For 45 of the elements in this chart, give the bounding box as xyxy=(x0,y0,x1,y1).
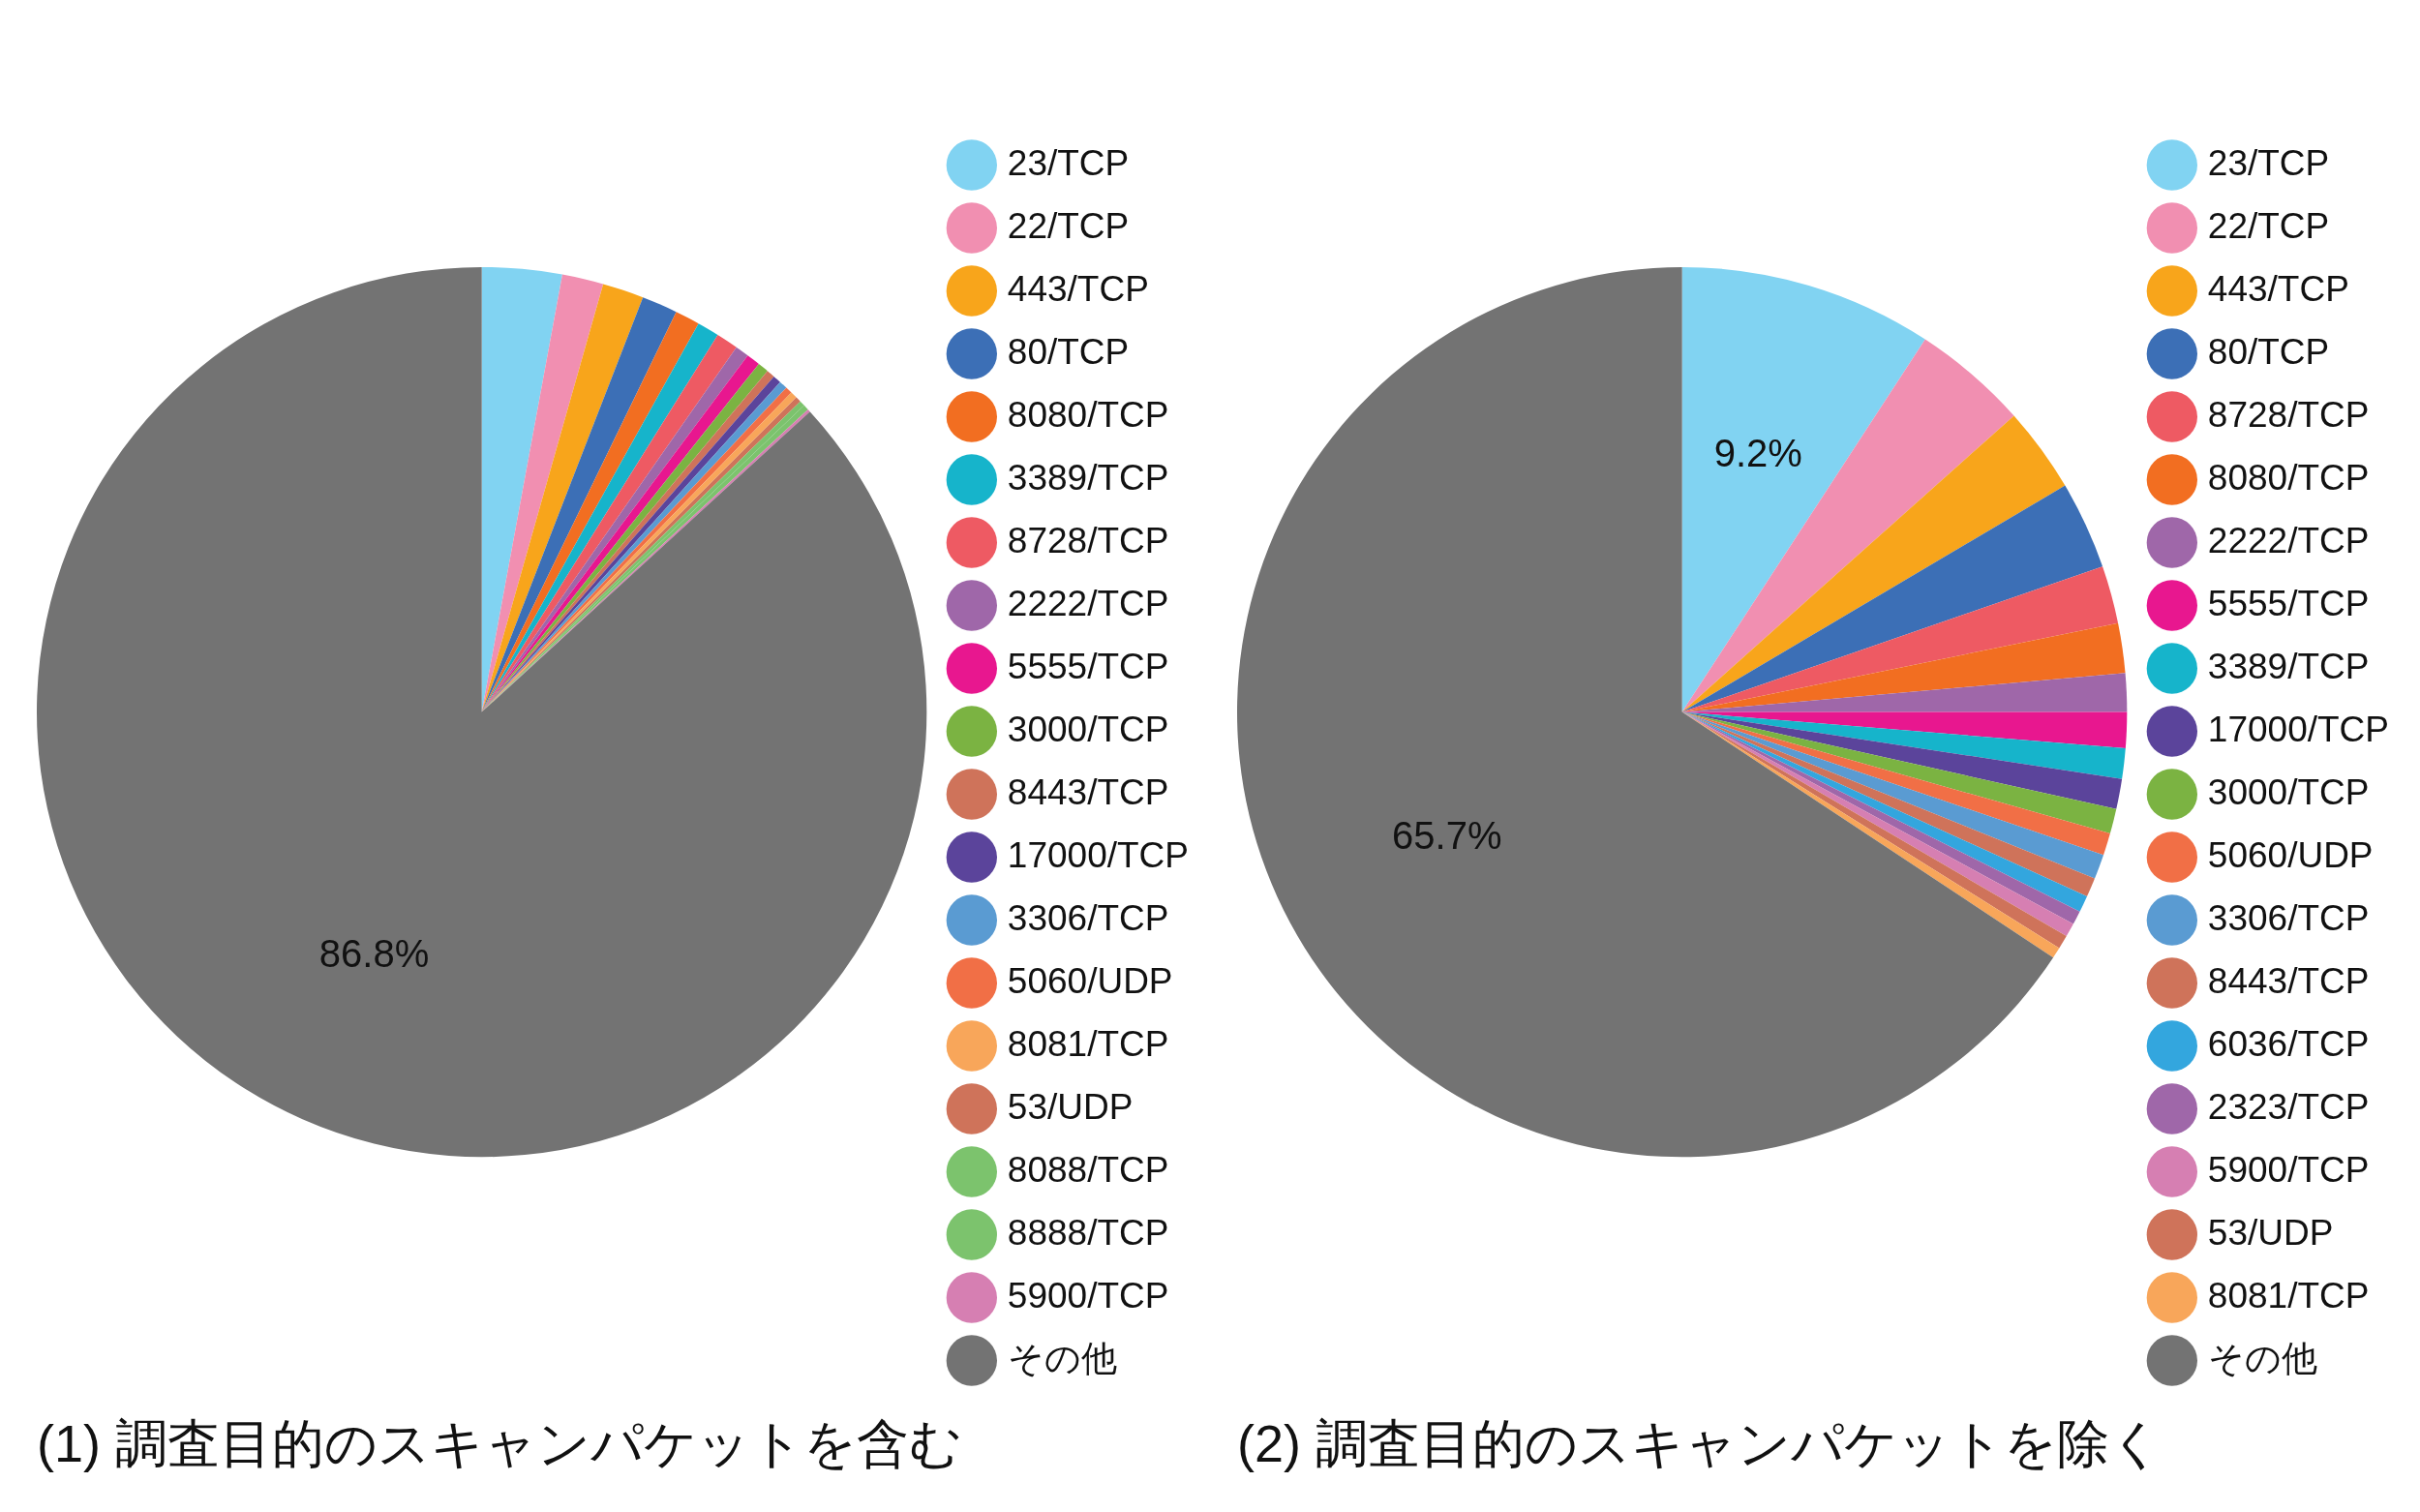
text: (2) 調査目的のスキャンパケットを除く xyxy=(1237,1414,2163,1473)
legend-label: 8443/TCP xyxy=(2207,960,2370,1001)
data-label: 86.8% xyxy=(318,932,430,976)
legend-label: 80/TCP xyxy=(1007,331,1130,372)
legend-label: 2222/TCP xyxy=(1007,583,1169,623)
legend-label: 5060/UDP xyxy=(2207,834,2374,875)
legend-label: 8080/TCP xyxy=(1007,394,1169,435)
legend-label: 3000/TCP xyxy=(1007,709,1169,749)
data-label: 9.2% xyxy=(1713,432,1802,475)
legend-label: 5900/TCP xyxy=(1007,1275,1169,1315)
legend-label: 5555/TCP xyxy=(2207,583,2370,623)
legend-label: 3306/TCP xyxy=(2207,897,2370,938)
legend-label: 22/TCP xyxy=(1007,205,1130,246)
legend-label: 80/TCP xyxy=(2207,331,2330,372)
legend-label: 23/TCP xyxy=(2207,142,2330,183)
text: (1) 調査目的のスキャンパケットを含む xyxy=(37,1414,962,1473)
legend-label: 23/TCP xyxy=(1007,142,1130,183)
data-label: 65.7% xyxy=(1392,814,1502,858)
legend-label: 22/TCP xyxy=(2207,205,2330,246)
legend-label: 8728/TCP xyxy=(2207,394,2370,435)
legend-label: 8888/TCP xyxy=(1007,1212,1169,1253)
legend-label: 3306/TCP xyxy=(1007,897,1169,938)
legend-label: 8088/TCP xyxy=(1007,1149,1169,1190)
legend-label: 17000/TCP xyxy=(2207,709,2389,749)
legend-label: 8080/TCP xyxy=(2207,457,2370,498)
legend-label: 8728/TCP xyxy=(1007,520,1169,560)
legend-label: 3389/TCP xyxy=(1007,457,1169,498)
legend-label: 5900/TCP xyxy=(2207,1149,2370,1190)
legend-label: 8443/TCP xyxy=(1007,771,1169,812)
legend-label: 2323/TCP xyxy=(2207,1086,2370,1127)
legend-label: 443/TCP xyxy=(1007,268,1149,309)
legend-label: 17000/TCP xyxy=(1007,834,1189,875)
legend-label: その他 xyxy=(1007,1338,1117,1378)
legend-label: 3000/TCP xyxy=(2207,771,2370,812)
legend-label: 53/UDP xyxy=(1007,1086,1134,1127)
legend-label: 5060/UDP xyxy=(1007,960,1173,1001)
legend-label: 5555/TCP xyxy=(1007,646,1169,686)
legend-label: 443/TCP xyxy=(2207,268,2349,309)
legend-label: 2222/TCP xyxy=(2207,520,2370,560)
legend-label: 6036/TCP xyxy=(2207,1023,2370,1064)
legend-label: 3389/TCP xyxy=(2207,646,2370,686)
legend-label: 8081/TCP xyxy=(1007,1023,1169,1064)
legend-label: 8081/TCP xyxy=(2207,1275,2370,1315)
legend-label: その他 xyxy=(2207,1338,2317,1378)
legend-label: 53/UDP xyxy=(2207,1212,2334,1253)
